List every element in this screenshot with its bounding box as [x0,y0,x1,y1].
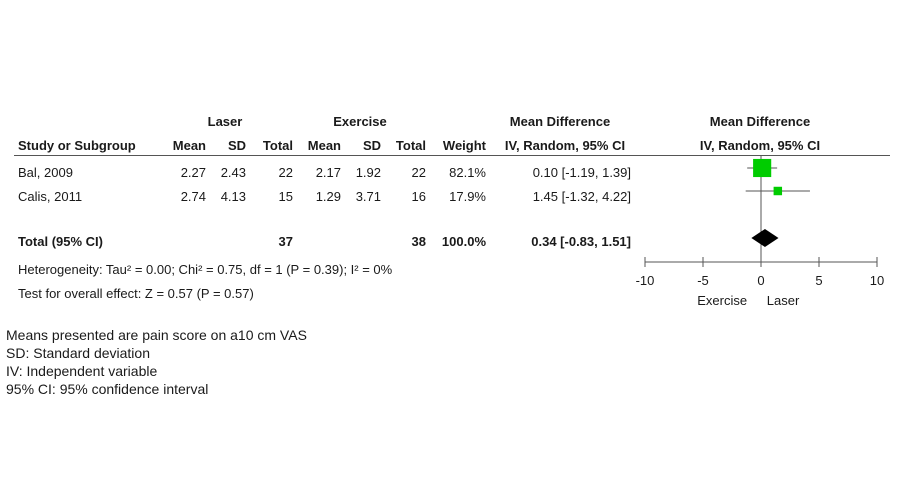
study-mean2: 2.17 [315,165,341,180]
study-total1: 15 [278,189,293,204]
study-mean1: 2.74 [180,189,206,204]
col-weight-header: Weight [442,138,486,153]
total-weight: 100.0% [441,234,486,249]
tick-label: 5 [815,273,822,288]
forest-plot: -10 -5 0 5 10 Exercise Laser [636,156,884,308]
tick-label: -10 [636,273,655,288]
effect-header-left: Mean Difference [509,114,611,129]
study-square [753,158,772,178]
study-square [773,186,783,196]
study-name: Calis, 2011 [18,189,83,204]
pooled-diamond [751,229,779,247]
study-weight: 82.1% [449,165,486,180]
col-ci-plot-header: IV, Random, 95% CI [699,138,821,153]
group1-header: Laser [207,114,243,129]
col-total1-header: Total [262,138,293,153]
col-sd2-header: SD [362,138,381,153]
study-ci: 0.10 [-1.19, 1.39] [532,165,631,180]
footnote: SD: Standard deviation [6,345,150,361]
study-mean1: 2.27 [180,165,206,180]
footnote: Means presented are pain score on a10 cm… [6,327,307,343]
tick-label: 10 [870,273,884,288]
group2-header: Exercise [333,114,387,129]
col-mean1-header: Mean [172,138,206,153]
total-n2: 38 [411,234,426,249]
favours-right-label: Laser [767,293,800,308]
footnote: IV: Independent variable [6,363,158,379]
study-mean2: 1.29 [315,189,341,204]
study-total2: 22 [411,165,426,180]
total-n1: 37 [278,234,293,249]
total-ci: 0.34 [-0.83, 1.51] [531,234,631,249]
study-ci: 1.45 [-1.32, 4.22] [532,189,631,204]
tick-label: -5 [697,273,709,288]
study-sd1: 4.13 [220,189,246,204]
heterogeneity-text: Heterogeneity: Tau² = 0.00; Chi² = 0.75,… [18,262,393,277]
favours-left-label: Exercise [697,293,747,308]
effect-header-right: Mean Difference [709,114,811,129]
study-sd2: 1.92 [355,165,381,180]
footnotes: Means presented are pain score on a10 cm… [6,326,307,398]
col-sd1-header: SD [227,138,246,153]
col-mean2-header: Mean [307,138,341,153]
study-total2: 16 [411,189,426,204]
study-name: Bal, 2009 [18,165,73,180]
col-study-header: Study or Subgroup [18,138,136,153]
tick-label: 0 [757,273,764,288]
col-total2-header: Total [395,138,426,153]
footnote: 95% CI: 95% confidence interval [6,381,209,397]
col-ci-header: IV, Random, 95% CI [504,138,626,153]
study-sd1: 2.43 [220,165,246,180]
header-divider [14,155,890,156]
overall-effect-text: Test for overall effect: Z = 0.57 (P = 0… [18,286,254,301]
total-label: Total (95% CI) [18,234,103,249]
study-weight: 17.9% [449,189,486,204]
study-total1: 22 [278,165,293,180]
study-sd2: 3.71 [355,189,381,204]
